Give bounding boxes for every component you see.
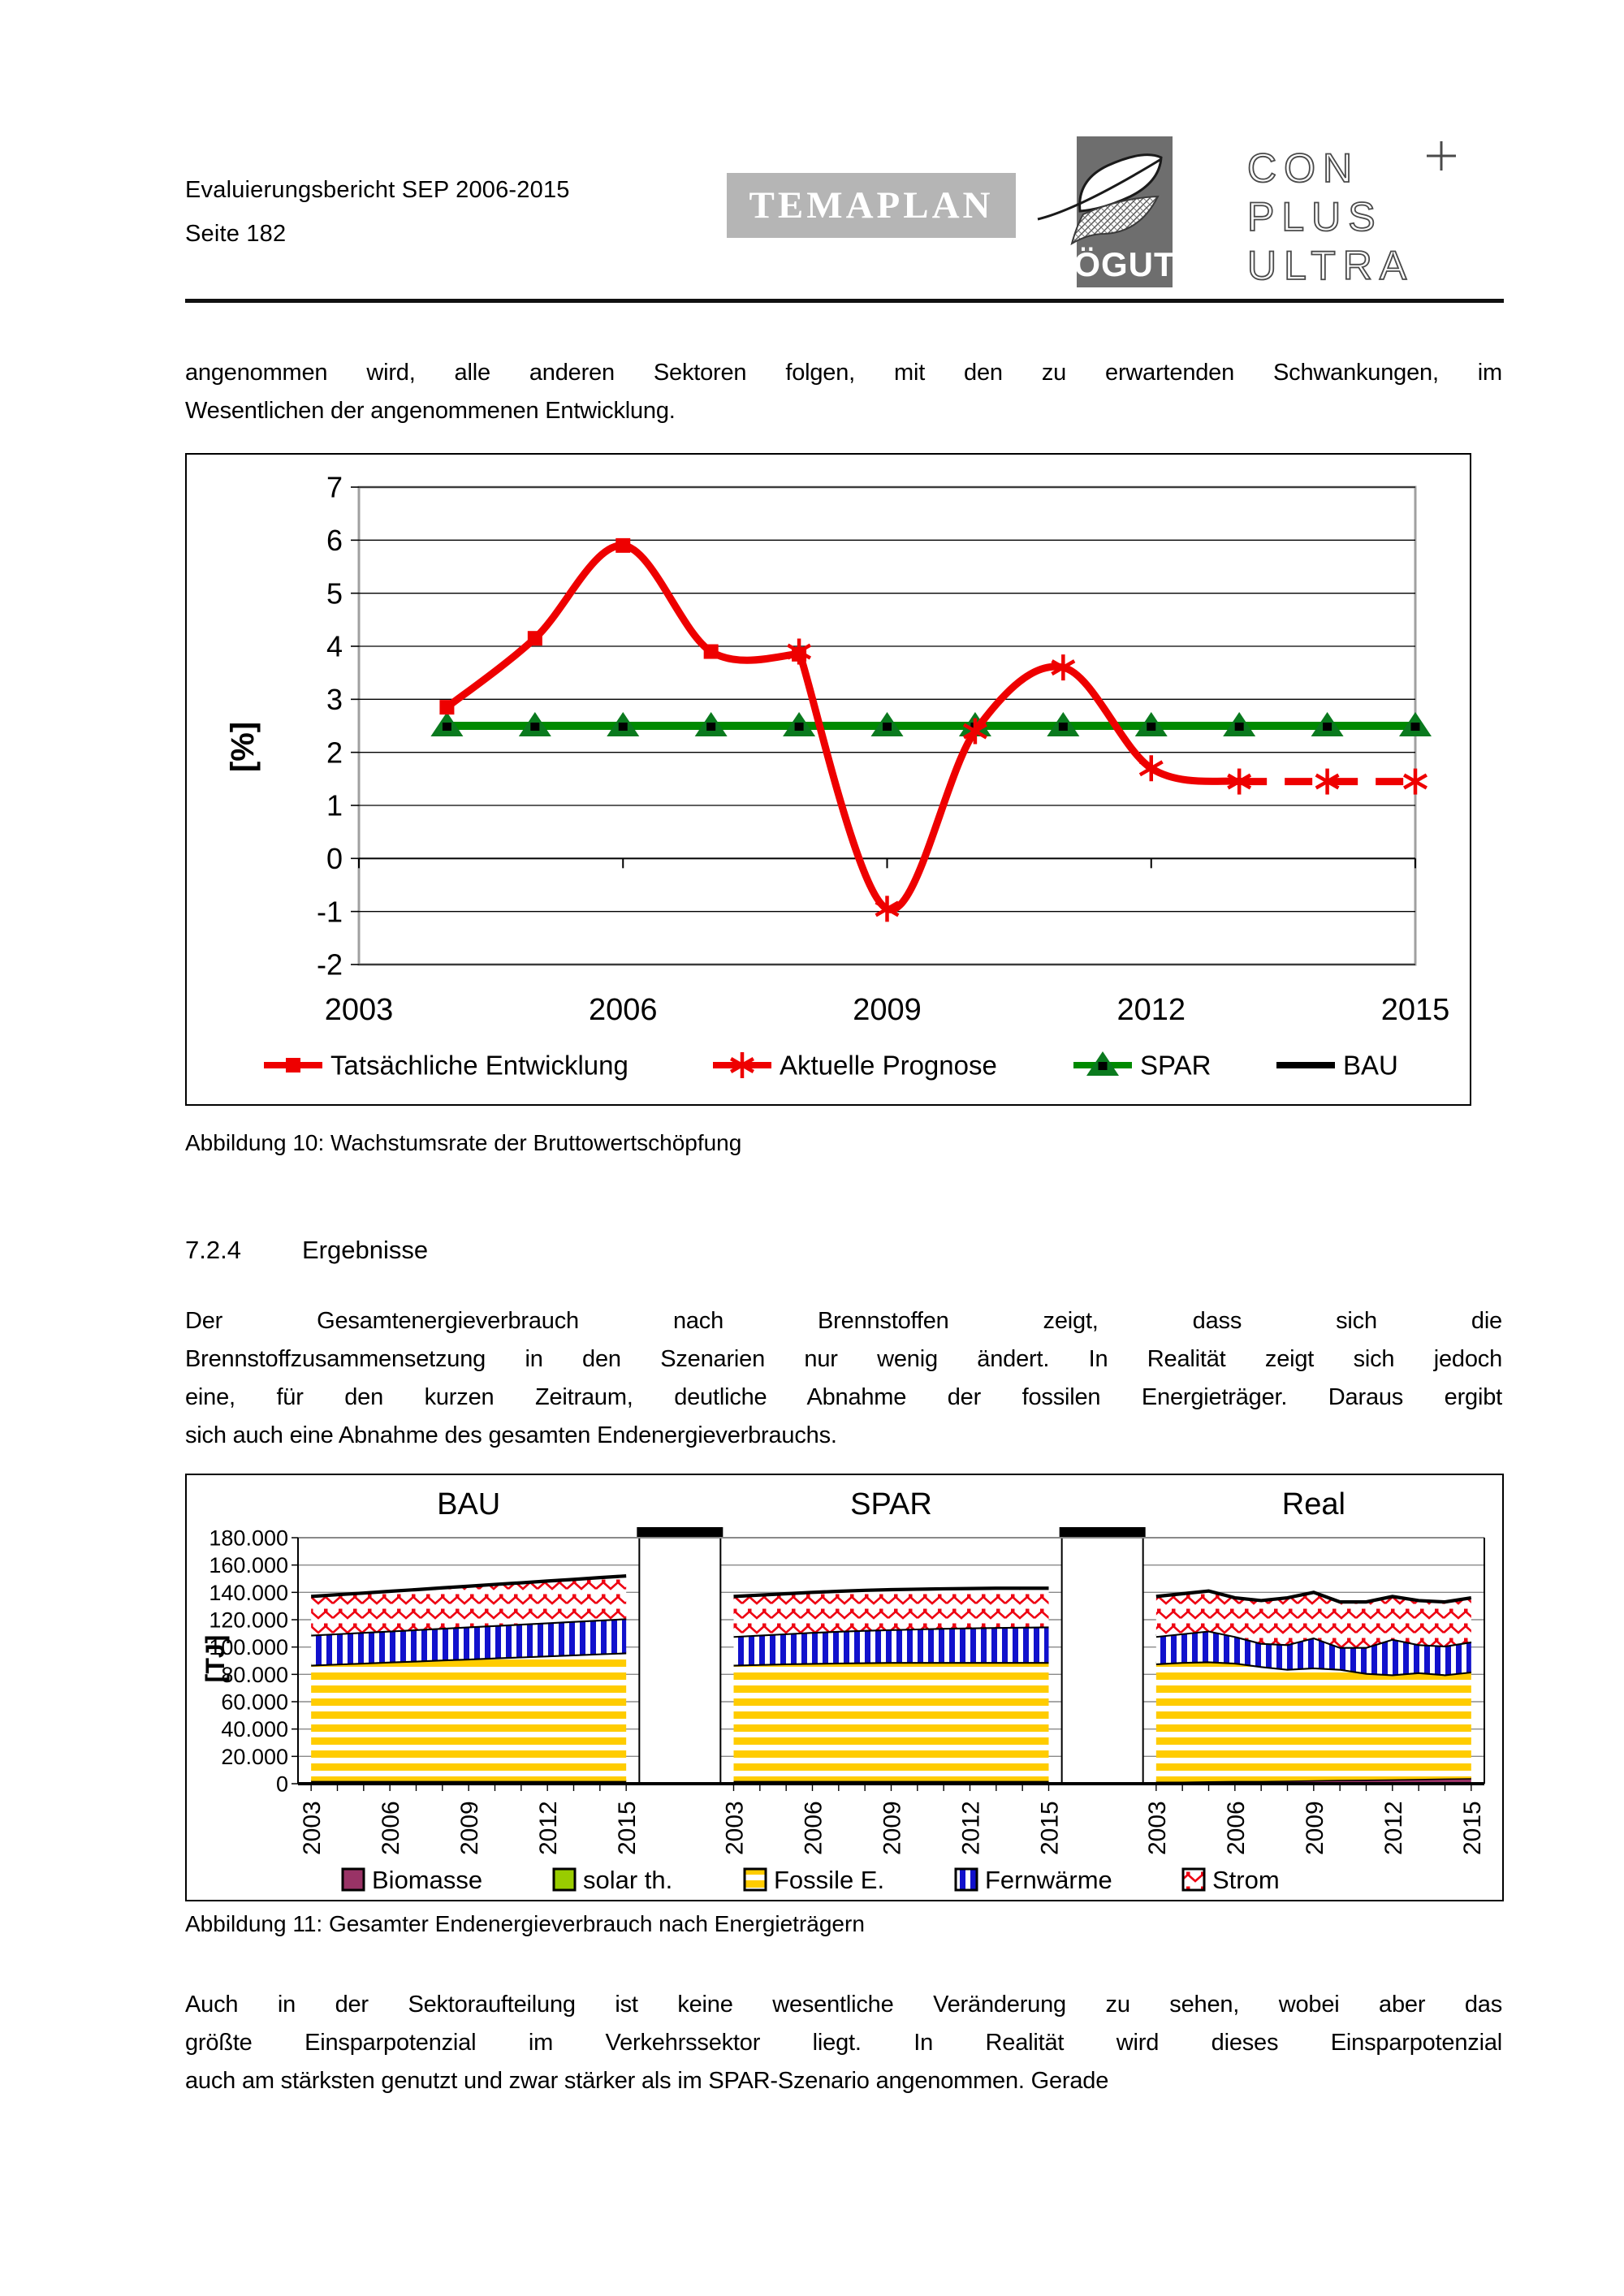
svg-text:Biomasse: Biomasse	[372, 1866, 482, 1894]
svg-text:[TJ]: [TJ]	[201, 1635, 230, 1683]
svg-text:2003: 2003	[299, 1801, 326, 1855]
text-line: eine, für den kurzen Zeitraum, deutliche…	[185, 1384, 1502, 1410]
svg-text:2012: 2012	[1380, 1801, 1407, 1855]
svg-text:SPAR: SPAR	[1140, 1051, 1211, 1081]
svg-text:2006: 2006	[378, 1801, 404, 1855]
svg-text:2012: 2012	[535, 1801, 562, 1855]
text-line: auch am stärksten genutzt und zwar stärk…	[185, 2068, 1109, 2094]
svg-text:2015: 2015	[1037, 1801, 1064, 1855]
svg-text:2012: 2012	[1116, 993, 1186, 1027]
heading-number: 7.2.4	[185, 1236, 241, 1264]
text-line: Wesentlichen der angenommenen Entwicklun…	[185, 398, 676, 424]
text-line: sich auch eine Abnahme des gesamten Ende…	[185, 1422, 837, 1448]
text-line: Auch in der Sektoraufteilung ist keine w…	[185, 1992, 1502, 2018]
svg-text:20.000: 20.000	[221, 1745, 288, 1769]
svg-text:SPAR: SPAR	[850, 1487, 932, 1521]
svg-text:5: 5	[326, 576, 343, 610]
figure-caption-10: Abbildung 10: Wachstumsrate der Bruttowe…	[185, 1130, 742, 1155]
svg-text:2003: 2003	[722, 1801, 749, 1855]
svg-text:4: 4	[326, 630, 343, 663]
figure-energy-consumption: 180.000 160.000 140.000 120.000 100.000 80.00…	[185, 1474, 1504, 1901]
svg-text:2012: 2012	[958, 1801, 985, 1855]
temaplan-logo: TEMAPLAN	[727, 173, 1016, 238]
svg-text:7: 7	[326, 471, 343, 504]
svg-text:2009: 2009	[456, 1801, 483, 1855]
svg-text:2015: 2015	[1381, 993, 1450, 1027]
paragraph-3: Auch in der Sektoraufteilung ist keine w…	[185, 1986, 1502, 2100]
svg-text:100.000: 100.000	[209, 1635, 288, 1659]
svg-text:BAU: BAU	[1343, 1051, 1398, 1081]
svg-text:6: 6	[326, 524, 343, 557]
svg-text:-1: -1	[317, 895, 343, 928]
svg-text:120.000: 120.000	[209, 1608, 288, 1632]
svg-text:2006: 2006	[801, 1801, 827, 1855]
text-line: Der Gesamtenergieverbrauch nach Brennsto…	[185, 1308, 1502, 1334]
figure-growth-rate: 7 6 5 4 3 2 1 0 -1 -2 2003 2006 2009 2012 2015 [%] Tatsä…	[185, 453, 1471, 1106]
figure-caption-11: Abbildung 11: Gesamter Endenergieverbrau…	[185, 1911, 865, 1936]
heading-title: Ergebnisse	[302, 1236, 429, 1264]
svg-text:2: 2	[326, 736, 343, 769]
svg-text:0: 0	[326, 842, 343, 875]
svg-text:BAU: BAU	[437, 1487, 500, 1521]
svg-text:2006: 2006	[589, 993, 658, 1027]
energy-consumption-chart: 180.000 160.000 140.000 120.000 100.000 80.00…	[201, 1487, 1486, 1894]
text-line: angenommen wird, alle anderen Sektoren f…	[185, 360, 1502, 386]
svg-text:3: 3	[326, 683, 343, 716]
svg-text:Tatsächliche Entwicklung: Tatsächliche Entwicklung	[330, 1051, 628, 1081]
svg-text:Fernwärme: Fernwärme	[985, 1866, 1112, 1894]
report-title: Evaluierungsbericht SEP 2006-2015	[185, 177, 570, 203]
leaf-icon	[1037, 153, 1163, 246]
text-line: größte Einsparpotenzial im Verkehrssekto…	[185, 2030, 1502, 2056]
svg-text:40.000: 40.000	[221, 1717, 288, 1741]
svg-text:Fossile E.: Fossile E.	[774, 1866, 884, 1894]
svg-text:Real: Real	[1282, 1487, 1345, 1521]
section-heading: 7.2.4 Ergebnisse	[185, 1236, 428, 1265]
svg-text:CON: CON	[1247, 145, 1359, 191]
svg-text:Strom: Strom	[1212, 1866, 1280, 1894]
svg-text:solar th.: solar th.	[583, 1866, 672, 1894]
svg-text:2009: 2009	[1302, 1801, 1328, 1855]
paragraph-2: Der Gesamtenergieverbrauch nach Brennsto…	[185, 1302, 1502, 1455]
svg-text:ÖGUT: ÖGUT	[1073, 245, 1175, 283]
svg-text:1: 1	[326, 789, 343, 822]
svg-text:Aktuelle Prognose: Aktuelle Prognose	[780, 1051, 997, 1081]
svg-text:0: 0	[276, 1772, 288, 1796]
svg-text:80.000: 80.000	[221, 1663, 288, 1687]
page-number: Seite 182	[185, 221, 287, 247]
ogut-logo: ÖGUT	[1037, 136, 1175, 287]
svg-text:180.000: 180.000	[209, 1526, 288, 1550]
svg-text:-2: -2	[317, 948, 343, 982]
svg-text:PLUS: PLUS	[1247, 194, 1383, 240]
svg-text:60.000: 60.000	[221, 1690, 288, 1714]
svg-text:160.000: 160.000	[209, 1553, 288, 1577]
svg-text:2003: 2003	[325, 993, 394, 1027]
svg-text:ULTRA: ULTRA	[1247, 243, 1414, 288]
svg-text:[%]: [%]	[225, 722, 261, 772]
svg-text:2006: 2006	[1223, 1801, 1250, 1855]
growth-rate-chart: 7 6 5 4 3 2 1 0 -1 -2 2003 2006 2009 2012 2015 [%] Tatsä…	[225, 471, 1450, 1081]
text-line: Brennstoffzusammensetzung in den Szenari…	[185, 1346, 1502, 1372]
header-rule	[185, 299, 1504, 303]
svg-text:140.000: 140.000	[209, 1581, 288, 1605]
conplusultra-logo: CON PLUS ULTRA	[1246, 141, 1456, 289]
svg-text:2009: 2009	[879, 1801, 906, 1855]
svg-text:2015: 2015	[614, 1801, 641, 1855]
plus-icon	[1427, 141, 1456, 170]
svg-text:2003: 2003	[1144, 1801, 1171, 1855]
svg-text:2009: 2009	[853, 993, 922, 1027]
svg-text:2015: 2015	[1459, 1801, 1486, 1855]
paragraph-1: angenommen wird, alle anderen Sektoren f…	[185, 354, 1502, 430]
